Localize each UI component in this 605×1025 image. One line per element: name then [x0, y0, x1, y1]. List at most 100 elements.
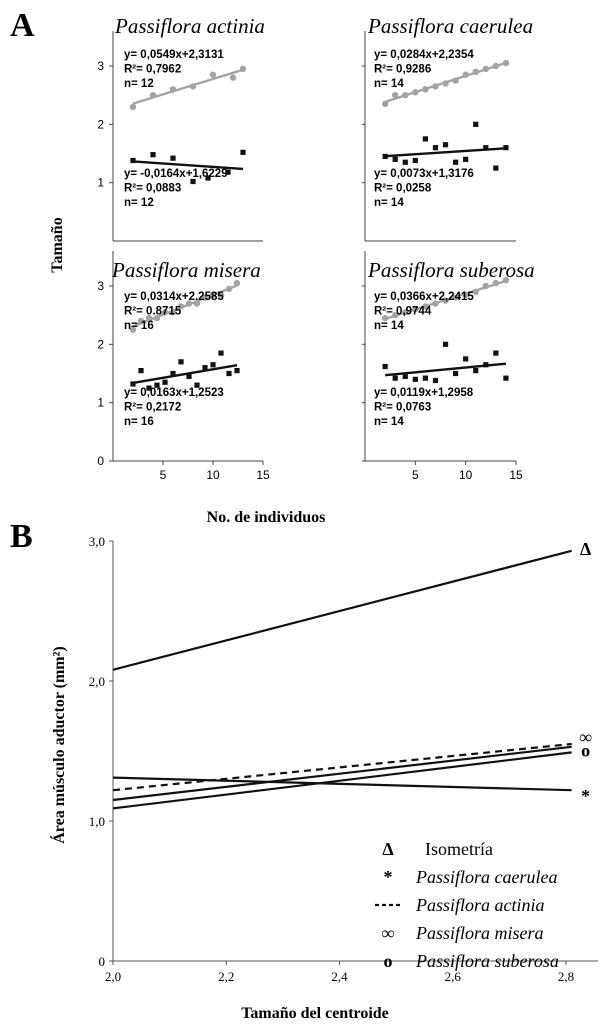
x-tick-label: 10	[206, 468, 220, 482]
data-point	[492, 62, 500, 70]
data-point	[186, 373, 192, 380]
x-tick-label: 2,8	[558, 969, 574, 984]
data-point	[463, 356, 469, 362]
panel-a-chart: 1 2 3 Passiflora actinia y= 0,0549x+2,3131 R²…	[49, 14, 535, 526]
data-point	[137, 317, 145, 325]
data-point	[239, 65, 247, 73]
data-point	[381, 314, 389, 322]
regression-label: n= 16	[124, 320, 154, 332]
data-point	[432, 145, 439, 151]
regression-label: R²= 0,0883	[124, 183, 181, 195]
data-point	[442, 297, 449, 304]
facet-passiflora-misera: 0 1 2 3 5 10 15 Passiflora misera y= 0,0314x+2.2…	[97, 251, 270, 482]
data-point	[392, 375, 398, 381]
y-tick-label: 1	[97, 176, 104, 190]
data-point	[453, 370, 459, 377]
data-point	[422, 375, 428, 381]
legend-label: Passiflora misera	[415, 923, 544, 943]
x-tick-label: 5	[160, 468, 167, 482]
data-point	[169, 86, 177, 93]
data-point	[177, 303, 185, 310]
data-point	[129, 326, 137, 333]
regression-label: n= 14	[374, 78, 404, 90]
data-point	[161, 309, 169, 316]
fit-line-black	[132, 160, 244, 171]
data-point	[130, 157, 136, 164]
series-end-marker: ∞	[579, 727, 592, 747]
data-point	[392, 311, 399, 319]
data-point	[145, 314, 153, 322]
legend-marker: ∞	[382, 923, 395, 943]
data-point	[178, 359, 184, 365]
data-point	[225, 285, 233, 293]
data-point	[432, 377, 439, 384]
y-tick-label: 0	[97, 454, 104, 468]
regression-label: R²= 0,9744	[374, 306, 432, 318]
regression-label: n= 14	[374, 320, 404, 332]
data-point	[482, 282, 489, 290]
regression-label: R²= 0.8715	[124, 306, 182, 318]
series-line-passiflora-actinia	[112, 742, 572, 792]
x-tick-label: 2,6	[445, 969, 462, 984]
series-line-passiflora-suberosa	[112, 751, 572, 810]
y-tick-label: 2	[97, 117, 104, 131]
series-line-passiflora-caerulea	[112, 776, 572, 792]
regression-label: R²= 0,2172	[124, 402, 181, 414]
facet-title: Passiflora actinia	[114, 14, 265, 38]
data-point	[201, 294, 209, 301]
series-line-passiflora-misera	[112, 745, 572, 802]
data-point	[382, 153, 388, 160]
regression-label: R²= 0,9286	[374, 64, 431, 76]
data-point	[453, 159, 459, 165]
y-tick-label: 2,0	[89, 674, 105, 689]
data-point	[422, 136, 428, 142]
regression-label: R²= 0,0763	[374, 402, 431, 414]
regression-label: y= 0,0549x+2,3131	[124, 49, 224, 61]
x-tick-label: 2,0	[105, 969, 121, 984]
facet-title: Passiflora caerulea	[367, 14, 533, 38]
data-point	[473, 367, 479, 374]
series-line-isometría	[112, 549, 572, 671]
regression-label: n= 14	[374, 197, 404, 209]
data-point	[463, 156, 469, 162]
data-point	[483, 362, 489, 368]
panel-b-chart: 0 1,0 2,0 3,0 2,0 2,2 2,4 2,6 2,8 Tamaño del cent…	[49, 534, 598, 1022]
series-end-marker: *	[581, 786, 590, 806]
regression-label: R²= 0,7962	[124, 64, 181, 76]
data-point	[472, 288, 479, 296]
data-point	[190, 178, 196, 185]
data-point	[193, 300, 201, 307]
data-point	[153, 314, 161, 322]
data-point	[170, 155, 176, 161]
data-point	[402, 91, 409, 99]
data-point	[218, 350, 224, 356]
data-point	[402, 309, 409, 316]
x-tick-label: 2,2	[218, 969, 234, 984]
y-tick-label: 3	[97, 59, 104, 73]
y-tick-label: 3,0	[89, 534, 105, 549]
data-point	[382, 363, 388, 370]
legend-label: Passiflora caerulea	[415, 867, 558, 887]
data-point	[493, 350, 499, 356]
fit-line-black	[132, 363, 238, 385]
data-point	[392, 156, 398, 162]
regression-label: n= 12	[124, 197, 154, 209]
regression-label: y= 0,0073x+1,3176	[374, 168, 474, 180]
data-point	[209, 71, 217, 78]
y-tick-label: 3	[97, 279, 104, 293]
regression-label: y= 0,0163x+1,2523	[124, 387, 224, 399]
data-point	[432, 83, 439, 90]
data-point	[202, 365, 208, 371]
data-point	[493, 165, 499, 171]
y-axis-label: Tamaño	[49, 217, 66, 272]
regression-label: y= 0,0119x+1,2958	[374, 387, 474, 399]
data-point	[452, 77, 459, 84]
regression-label: n= 16	[124, 416, 154, 428]
data-point	[473, 121, 479, 127]
facet-title: Passiflora misera	[111, 258, 261, 282]
regression-label: n= 12	[124, 78, 154, 90]
data-point	[169, 309, 177, 316]
regression-label: y= -0,0164x+1,6229	[124, 168, 228, 180]
x-tick-label: 15	[256, 468, 270, 482]
series-end-marker: o	[581, 740, 590, 760]
